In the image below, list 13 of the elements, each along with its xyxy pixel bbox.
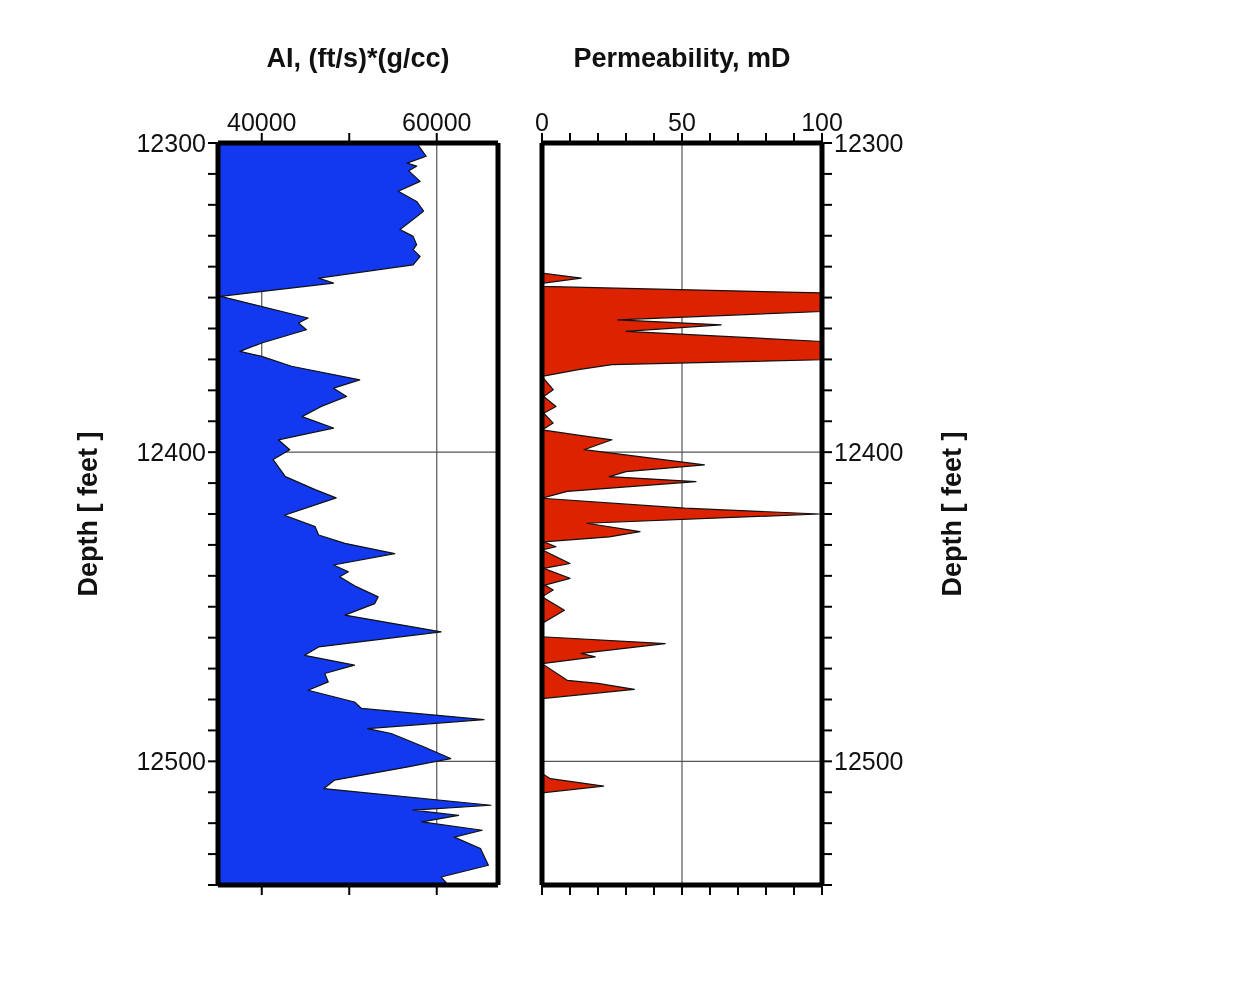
x-axis-title: Permeability, mD [573,43,791,74]
x-tick-label: 0 [535,108,549,136]
y-tick-label: 12300 [136,128,206,157]
y-tick-label: 12500 [834,747,904,776]
y-axis-title: Depth [ feet ] [937,431,967,597]
x-tick-label: 60000 [401,108,472,136]
y-tick-label: 12400 [834,438,904,467]
y-tick-label: 12500 [136,747,206,776]
y-axis-title: Depth [ feet ] [73,431,103,597]
x-tick-label: 50 [668,108,696,136]
y-tick-label: 12400 [136,438,206,467]
x-tick-label: 40000 [226,108,297,136]
x-axis-title: AI, (ft/s)*(g/cc) [266,43,450,74]
